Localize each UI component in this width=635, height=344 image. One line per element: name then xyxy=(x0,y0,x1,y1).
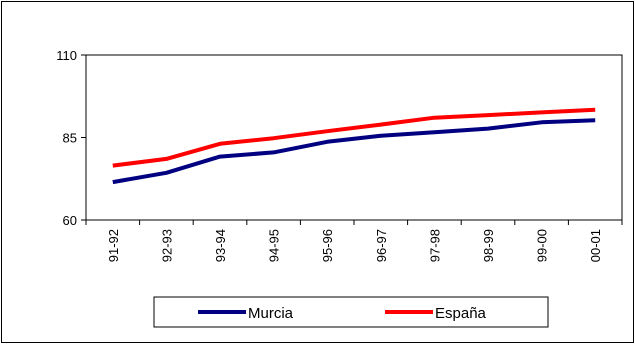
x-tick-label: 93-94 xyxy=(213,229,228,262)
x-tick-label: 00-01 xyxy=(588,229,603,262)
series-lines xyxy=(112,107,596,185)
x-tick-label: 94-95 xyxy=(267,229,282,262)
x-axis: 91-92 92-93 93-94 94-95 95-96 96-97 97-98 98-99… xyxy=(85,220,623,262)
legend-label: España xyxy=(435,305,487,322)
y-tick-label: 85 xyxy=(63,131,77,146)
x-tick-label: 92-93 xyxy=(159,229,174,262)
x-tick-label: 98-99 xyxy=(481,229,496,262)
x-tick-label: 99-00 xyxy=(535,229,550,262)
legend-label: Murcia xyxy=(248,305,294,322)
y-axis: 60 85 110 xyxy=(56,48,86,228)
y-tick-label: 110 xyxy=(56,48,77,63)
series-line-espana xyxy=(112,107,596,168)
x-tick-label: 97-98 xyxy=(427,229,442,262)
x-tick-label: 95-96 xyxy=(320,229,335,262)
legend: Murcia España xyxy=(153,296,549,328)
series-line-murcia xyxy=(112,118,596,185)
x-tick-label: 96-97 xyxy=(374,229,389,262)
y-tick-label: 60 xyxy=(63,213,77,228)
x-tick-label: 91-92 xyxy=(106,229,121,262)
